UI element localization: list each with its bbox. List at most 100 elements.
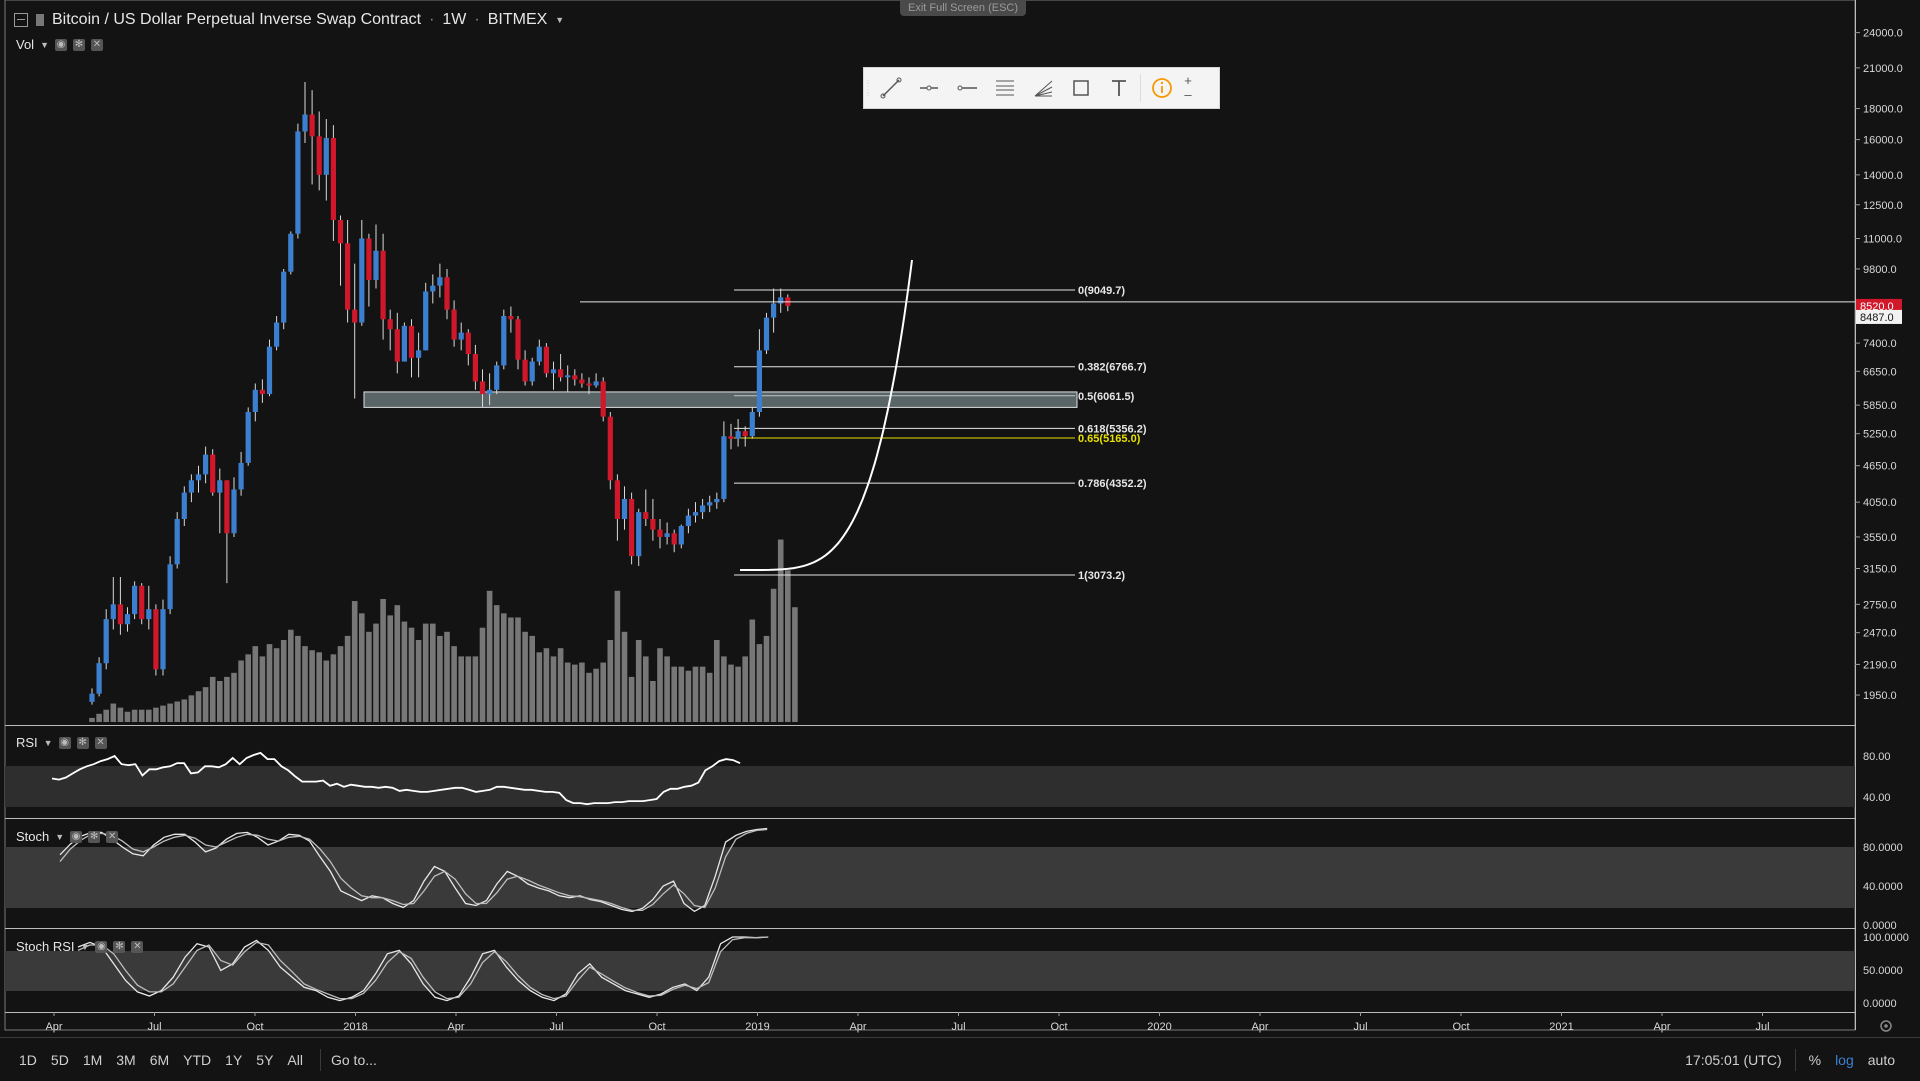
close-icon[interactable]: ✕ [94, 736, 107, 749]
fib-fan-tool-icon[interactable] [1024, 68, 1062, 108]
candle-body [309, 114, 315, 137]
volume-bar [231, 672, 237, 722]
support-zone-rect [363, 391, 1078, 408]
stoch-rsi-label[interactable]: Stoch RSI [16, 939, 75, 954]
stoch-rsi-lines [77, 936, 769, 1002]
gear-icon[interactable]: ✻ [76, 736, 89, 749]
candle [359, 219, 365, 326]
range-1m[interactable]: 1M [82, 1051, 103, 1068]
candle [266, 339, 273, 397]
zoom-in-icon[interactable]: + [1184, 73, 1192, 88]
candle-body [139, 585, 145, 620]
eye-icon[interactable]: ◉ [70, 830, 83, 843]
candle-body [600, 381, 606, 417]
candle [160, 599, 166, 676]
chevron-down-icon[interactable]: ▼ [40, 39, 49, 50]
candle [600, 377, 606, 422]
chevron-down-icon[interactable]: ▼ [43, 737, 53, 748]
candle [657, 518, 663, 549]
candle-body [203, 454, 209, 475]
rsi-tick-label: 80.00 [1863, 751, 1891, 763]
time-tick-label: Apr [1251, 1021, 1268, 1033]
exit-fullscreen-button[interactable]: Exit Full Screen (ESC) [900, 0, 1026, 16]
horizontal-ray-tool-icon[interactable] [910, 68, 948, 108]
rectangle-tool-icon[interactable] [1062, 68, 1100, 108]
eye-icon[interactable]: ◉ [55, 38, 67, 51]
range-6m[interactable]: 6M [149, 1051, 170, 1068]
candle [146, 585, 152, 630]
collapse-icon[interactable] [14, 13, 28, 27]
trend-line-tool-icon[interactable] [872, 68, 910, 108]
settings-gear-icon[interactable] [1880, 1020, 1892, 1032]
candle [224, 480, 230, 584]
volume-bar [146, 709, 152, 722]
range-5d[interactable]: 5D [50, 1051, 69, 1068]
info-icon[interactable] [1143, 68, 1181, 108]
eye-icon[interactable]: ◉ [95, 940, 108, 953]
volume-bar [259, 656, 266, 722]
ray-tool-icon[interactable] [948, 68, 986, 108]
chevron-down-icon[interactable]: ▼ [80, 941, 90, 952]
interval-label[interactable]: 1W [442, 11, 467, 28]
candle [387, 309, 393, 351]
chevron-down-icon[interactable]: ▼ [55, 831, 65, 842]
range-3m[interactable]: 3M [116, 1051, 136, 1068]
candle-body [735, 431, 741, 439]
volume-bar [138, 709, 145, 722]
candle-body [536, 346, 542, 362]
candle-body [614, 480, 620, 519]
candle [586, 377, 592, 395]
fib-label-0.382: 0.382(6766.7) [1078, 362, 1147, 374]
symbol-title[interactable]: Bitcoin / US Dollar Perpetual Inverse Sw… [52, 11, 422, 28]
price-tick-label: 5850.0 [1863, 400, 1897, 412]
text-tool-icon[interactable] [1100, 68, 1138, 108]
bottom-toolbar: 1D 5D 1M 3M 6M YTD 1Y 5Y All Go to... 17… [0, 1037, 1920, 1081]
eye-icon[interactable]: ◉ [58, 736, 71, 749]
close-icon[interactable]: ✕ [91, 38, 103, 51]
log-toggle[interactable]: log [1835, 1051, 1854, 1068]
volume-bar [742, 656, 748, 722]
fib-retracement-tool-icon[interactable] [986, 68, 1024, 108]
vol-label[interactable]: Vol [16, 37, 35, 52]
candle-body [742, 431, 748, 437]
price-tick-label: 2470.0 [1863, 628, 1897, 640]
candle [444, 268, 450, 320]
gear-icon[interactable]: ✻ [113, 940, 126, 953]
time-tick-label: 2019 [745, 1021, 769, 1033]
range-5y[interactable]: 5Y [256, 1051, 274, 1068]
gear-icon[interactable]: ✻ [88, 830, 101, 843]
range-ytd[interactable]: YTD [183, 1051, 212, 1068]
candle-body [231, 489, 237, 534]
price-tick-label: 14000.0 [1863, 170, 1903, 182]
volume-bar [628, 676, 635, 722]
candle-body [707, 502, 713, 506]
stoch-rsi-d-path [77, 936, 769, 1000]
volume-bar [344, 635, 351, 722]
range-1d[interactable]: 1D [19, 1051, 37, 1068]
close-icon[interactable]: ✕ [131, 940, 144, 953]
candle-body [174, 518, 180, 565]
volume-bar [621, 631, 628, 722]
candle [565, 365, 571, 392]
candle [295, 123, 301, 239]
exchange-label[interactable]: BITMEX [487, 11, 548, 28]
percent-toggle[interactable]: % [1808, 1051, 1822, 1068]
zoom-out-icon[interactable]: – [1184, 87, 1192, 102]
range-1y[interactable]: 1Y [225, 1051, 243, 1068]
volume-bar [437, 635, 443, 722]
goto-button[interactable]: Go to... [330, 1051, 377, 1068]
candle-body [195, 474, 202, 481]
auto-toggle[interactable]: auto [1867, 1051, 1895, 1068]
close-icon[interactable]: ✕ [106, 830, 119, 843]
gear-icon[interactable]: ✻ [73, 38, 85, 51]
volume-bar [522, 631, 528, 722]
stoch-label[interactable]: Stoch [16, 829, 50, 844]
stoch-d-path [59, 828, 768, 912]
candle [330, 125, 336, 241]
rsi-label[interactable]: RSI [16, 735, 38, 750]
drag-handle-icon[interactable]: ⋮ ⋮ [864, 79, 872, 97]
chevron-down-icon[interactable]: ▼ [555, 15, 565, 25]
volume-bar [387, 615, 393, 722]
range-all[interactable]: All [287, 1051, 303, 1068]
